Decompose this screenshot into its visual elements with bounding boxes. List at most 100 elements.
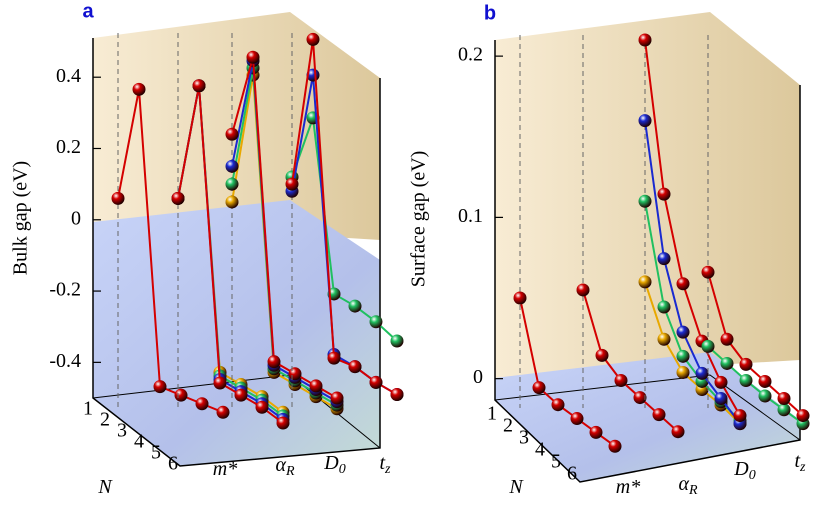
point <box>309 379 323 393</box>
depth-tick-label: 5 <box>151 442 161 464</box>
point <box>513 291 527 305</box>
point <box>589 425 603 439</box>
y-tick-label: -0.4 <box>49 350 81 372</box>
point <box>720 356 734 370</box>
depth-tick-label: 6 <box>168 453 178 475</box>
point <box>195 397 209 411</box>
y-tick-label: -0.2 <box>49 279 81 301</box>
panel-label: b <box>484 2 496 24</box>
point <box>369 315 383 329</box>
point <box>369 375 383 389</box>
point <box>676 325 690 339</box>
group-label-main: D <box>733 458 749 480</box>
group-label-main: N <box>508 476 524 498</box>
point <box>153 380 167 394</box>
point <box>657 300 671 314</box>
group-label-sub: z <box>799 460 806 475</box>
group-label-main: m* <box>213 458 237 480</box>
depth-tick-label: 3 <box>117 420 127 442</box>
point <box>614 374 628 388</box>
point <box>576 283 590 297</box>
panel-label: a <box>82 0 94 22</box>
y-tick-label: 0.1 <box>458 205 483 227</box>
group-label-main: α <box>275 454 286 476</box>
point <box>676 277 690 291</box>
point <box>676 365 690 379</box>
group-label: tz <box>379 452 391 478</box>
group-label-main: α <box>678 473 689 495</box>
point <box>638 275 652 289</box>
point <box>255 400 269 414</box>
point <box>720 332 734 346</box>
point <box>132 82 146 96</box>
y-axis-label: Surface gap (eV) <box>408 151 430 288</box>
point <box>246 50 260 64</box>
point <box>532 381 546 395</box>
group-label: tz <box>794 450 806 476</box>
point <box>225 195 239 209</box>
point <box>276 416 290 430</box>
point <box>638 194 652 208</box>
point <box>657 187 671 201</box>
depth-tick-label: 3 <box>519 427 529 449</box>
group-label-main: N <box>97 476 113 498</box>
point <box>608 439 622 453</box>
group-label-sub: 0 <box>749 468 756 483</box>
group-label: D0 <box>733 458 755 484</box>
point <box>714 392 728 406</box>
point <box>796 409 810 423</box>
point <box>701 265 715 279</box>
point <box>777 392 791 406</box>
point <box>327 351 341 365</box>
group-label: αR <box>678 473 698 499</box>
group-label: m* <box>616 476 640 498</box>
point <box>638 33 652 47</box>
point <box>570 412 584 426</box>
point <box>285 177 299 191</box>
point <box>225 127 239 141</box>
y-tick-label: 0 <box>71 207 81 229</box>
point <box>671 425 685 439</box>
point <box>288 367 302 381</box>
y-tick-label: 0.4 <box>56 65 81 87</box>
point <box>234 388 248 402</box>
point <box>192 79 206 93</box>
point <box>633 391 647 405</box>
point <box>225 177 239 191</box>
y-tick-label: 0.2 <box>458 44 483 66</box>
point <box>390 334 404 348</box>
depth-tick-label: 4 <box>535 439 545 461</box>
point <box>739 374 753 388</box>
y-tick-label: 0 <box>473 366 483 388</box>
point <box>330 391 344 405</box>
panel-b-box <box>494 12 801 483</box>
depth-tick-label: 6 <box>567 463 577 485</box>
y-axis-label: Bulk gap (eV) <box>10 161 32 275</box>
group-label: D0 <box>323 452 345 478</box>
point <box>216 405 230 419</box>
point <box>551 398 565 412</box>
point <box>348 299 362 313</box>
point <box>348 360 362 374</box>
point <box>638 114 652 128</box>
point <box>267 355 281 369</box>
point <box>695 366 709 380</box>
group-label-sub: z <box>384 462 391 477</box>
point <box>111 191 125 205</box>
depth-tick-label: 4 <box>134 431 144 453</box>
point <box>733 409 747 423</box>
group-label: αR <box>275 454 295 480</box>
point <box>676 349 690 363</box>
group-label: m* <box>213 458 237 480</box>
point <box>652 408 666 422</box>
point <box>174 388 188 402</box>
group-label: N <box>508 476 524 498</box>
point <box>225 159 239 173</box>
point <box>758 389 772 403</box>
group-label-main: D <box>323 452 339 474</box>
point <box>739 357 753 371</box>
group-label-sub: R <box>688 483 698 498</box>
point <box>657 252 671 266</box>
group-label-sub: 0 <box>339 462 346 477</box>
